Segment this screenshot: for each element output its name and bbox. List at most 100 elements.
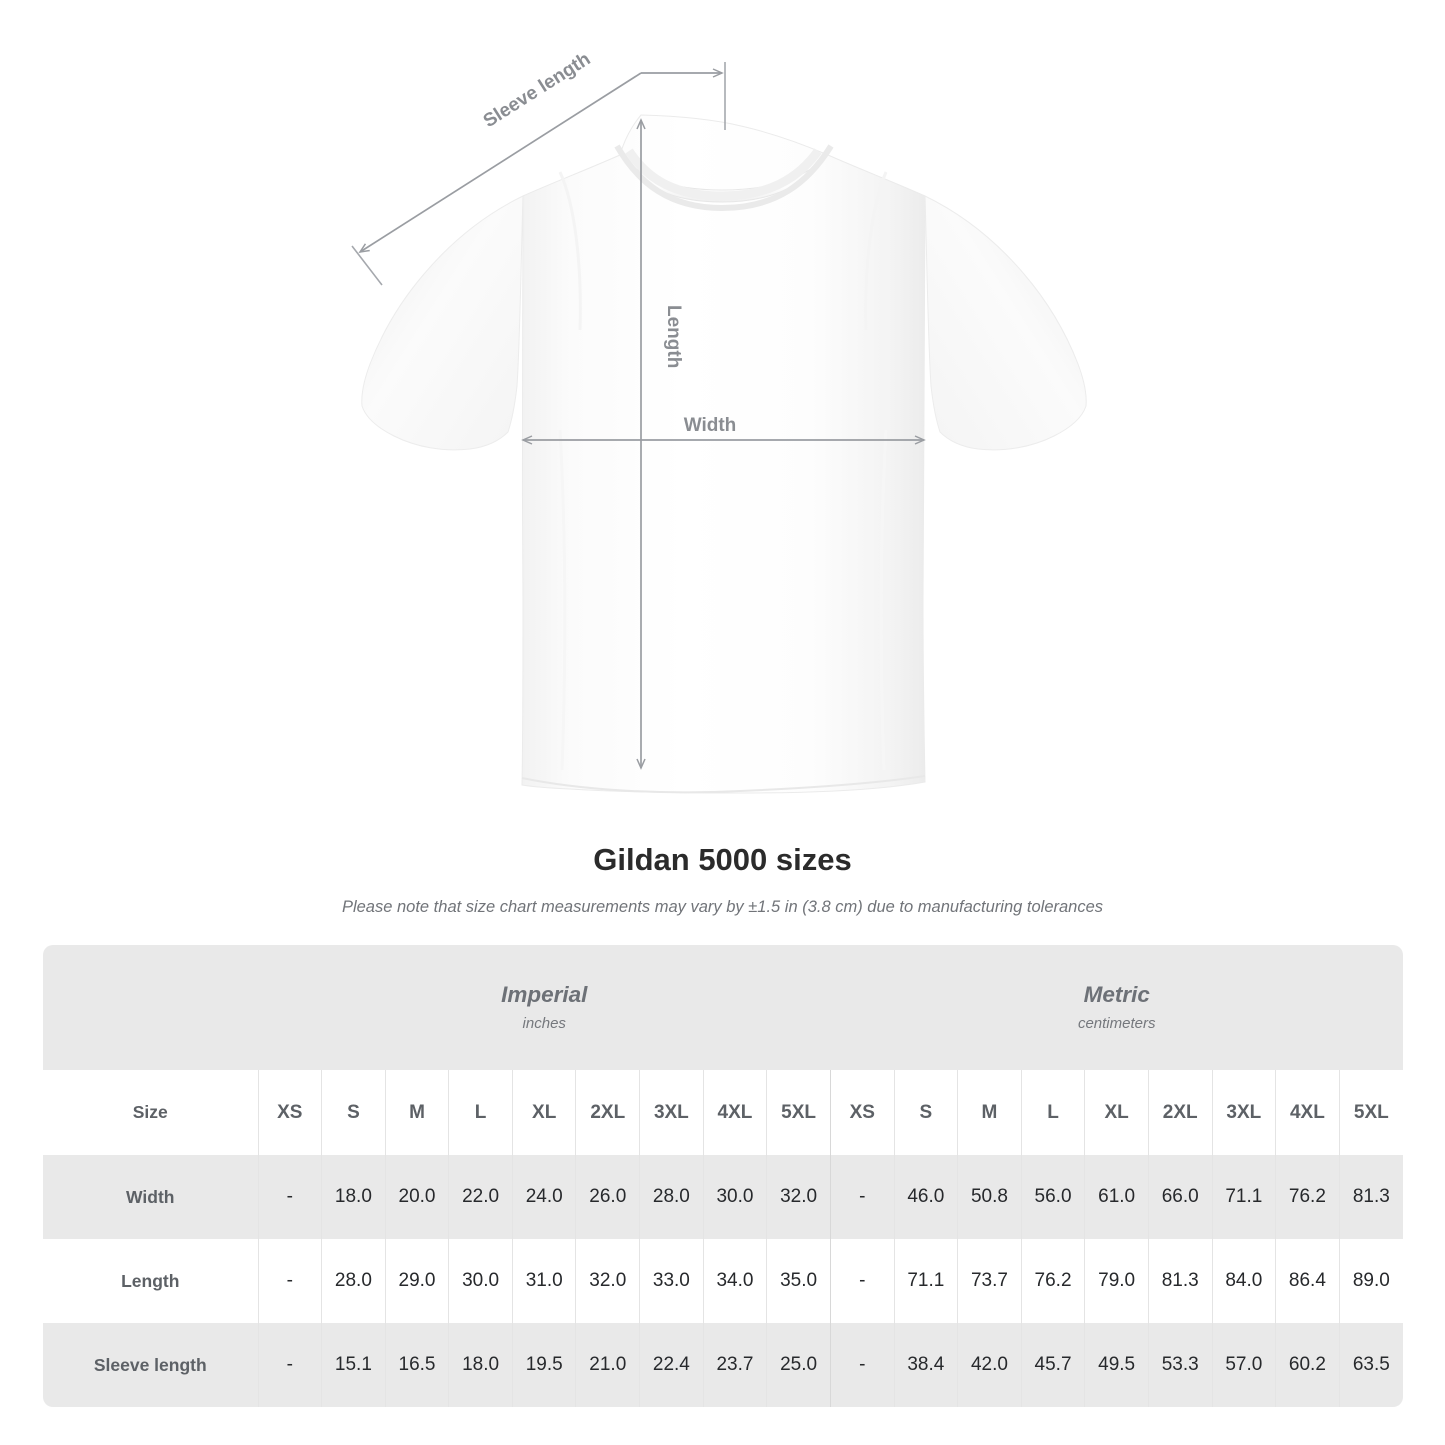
row-label-length: Length [43,1239,259,1323]
cell-length-imperial-m: 29.0 [384,1239,449,1323]
header-cell-metric-4xl: 4XL [1275,1070,1340,1155]
tshirt-measurement-diagram: Sleeve length Length Width [351,49,1087,794]
cell-sleeve-metric-2xl: 53.3 [1147,1323,1213,1407]
cell-width-imperial-s: 18.0 [321,1155,386,1239]
size-table: Imperial inches Metric centimeters Size … [43,945,1403,1407]
cell-length-imperial-2xl: 32.0 [575,1239,640,1323]
cell-width-metric-s: 46.0 [893,1155,958,1239]
header-cell-metric-2xl: 2XL [1147,1070,1213,1155]
table-row: Width - 18.0 20.0 22.0 24.0 26.0 28.0 30… [43,1155,1403,1239]
cell-length-metric-4xl: 86.4 [1275,1239,1340,1323]
hem-crease [521,775,926,794]
cell-sleeve-imperial-5xl: 25.0 [766,1323,831,1407]
header-cell-metric-xs: XS [829,1070,895,1155]
cell-sleeve-metric-xs: - [829,1323,895,1407]
cell-width-imperial-4xl: 30.0 [702,1155,767,1239]
cell-length-imperial-5xl: 35.0 [766,1239,831,1323]
table-row: Length - 28.0 29.0 30.0 31.0 32.0 33.0 3… [43,1239,1403,1323]
cell-width-metric-2xl: 66.0 [1147,1155,1213,1239]
cell-width-imperial-xl: 24.0 [511,1155,576,1239]
cell-sleeve-metric-s: 38.4 [893,1323,958,1407]
cell-length-imperial-xs: - [257,1239,322,1323]
header-cell-metric-5xl: 5XL [1338,1070,1403,1155]
cell-width-metric-3xl: 71.1 [1211,1155,1276,1239]
size-table-container: Imperial inches Metric centimeters Size … [43,945,1403,1407]
cell-length-imperial-3xl: 33.0 [639,1239,704,1323]
cell-length-metric-s: 71.1 [893,1239,958,1323]
cell-length-imperial-s: 28.0 [321,1239,386,1323]
tshirt-body [521,114,926,794]
collar-inner-shadow [625,148,822,201]
length-label: Length [663,305,684,368]
unit-metric-sub: centimeters [1077,1015,1156,1032]
header-cell-metric-m: M [957,1070,1022,1155]
sleeve-dim-diagonal [358,72,642,253]
cell-width-metric-m: 50.8 [957,1155,1022,1239]
cell-width-metric-xs: - [829,1155,895,1239]
chart-heading-block: Gildan 5000 sizes Please note that size … [0,840,1445,918]
cell-length-metric-5xl: 89.0 [1338,1239,1403,1323]
cell-length-imperial-xl: 31.0 [511,1239,576,1323]
left-sleeve [361,195,524,451]
cell-sleeve-imperial-3xl: 22.4 [639,1323,704,1407]
cell-length-metric-m: 73.7 [957,1239,1022,1323]
body-fold-right [879,429,888,771]
tolerance-note: Please note that size chart measurements… [341,898,1104,916]
cell-width-imperial-xs: - [257,1155,322,1239]
row-label-width: Width [43,1155,259,1239]
cell-width-imperial-5xl: 32.0 [766,1155,831,1239]
header-cell-imperial-xl: XL [511,1070,576,1155]
sleeve-length-label: Sleeve length [480,49,595,133]
cell-width-imperial-m: 20.0 [384,1155,449,1239]
cell-sleeve-metric-m: 42.0 [957,1323,1022,1407]
unit-imperial-name: Imperial [501,982,588,1007]
table-row: Sleeve length - 15.1 16.5 18.0 19.5 21.0… [43,1323,1403,1407]
tshirt-artwork [361,114,1087,794]
shoulder-fold-right [864,171,888,331]
cell-sleeve-imperial-xs: - [257,1323,322,1407]
cell-width-metric-xl: 61.0 [1084,1155,1149,1239]
cell-length-imperial-l: 30.0 [448,1239,513,1323]
unit-group-metric: Metric centimeters [830,945,1403,1070]
cell-sleeve-metric-xl: 49.5 [1084,1323,1149,1407]
header-cell-imperial-3xl: 3XL [639,1070,704,1155]
header-cell-imperial-l: L [448,1070,513,1155]
cell-width-imperial-l: 22.0 [448,1155,513,1239]
cell-width-metric-l: 56.0 [1020,1155,1085,1239]
cell-sleeve-metric-l: 45.7 [1020,1323,1085,1407]
unit-group-imperial: Imperial inches [258,945,831,1070]
header-cell-size: Size [43,1070,259,1155]
body-fold-left [558,429,567,771]
header-cell-imperial-m: M [384,1070,449,1155]
sleeve-end-tick [351,245,383,286]
header-cell-imperial-4xl: 4XL [702,1070,767,1155]
cell-sleeve-imperial-4xl: 23.7 [702,1323,767,1407]
header-cell-imperial-2xl: 2XL [575,1070,640,1155]
cell-width-imperial-3xl: 28.0 [639,1155,704,1239]
unit-imperial-sub: inches [522,1015,566,1032]
header-cell-metric-3xl: 3XL [1211,1070,1276,1155]
width-measurement: Width [521,415,926,445]
header-cell-metric-xl: XL [1084,1070,1149,1155]
cell-length-metric-3xl: 84.0 [1211,1239,1276,1323]
cell-sleeve-metric-5xl: 63.5 [1338,1323,1403,1407]
cell-sleeve-imperial-2xl: 21.0 [575,1323,640,1407]
right-sleeve [924,195,1087,451]
cell-sleeve-imperial-xl: 19.5 [511,1323,576,1407]
size-header-row: Size XS S M L XL 2XL 3XL 4XL 5XL XS S M … [43,1070,1403,1155]
tshirt-diagram-svg: Sleeve length Length Width [351,49,1087,794]
cell-width-metric-4xl: 76.2 [1275,1155,1340,1239]
cell-length-metric-2xl: 81.3 [1147,1239,1213,1323]
cell-length-imperial-4xl: 34.0 [702,1239,767,1323]
cell-sleeve-imperial-s: 15.1 [321,1323,386,1407]
cell-length-metric-xl: 79.0 [1084,1239,1149,1323]
header-cell-imperial-xs: XS [257,1070,322,1155]
shoulder-fold-left [558,171,582,331]
unit-metric-name: Metric [1083,982,1150,1007]
header-cell-metric-l: L [1020,1070,1085,1155]
cell-sleeve-imperial-m: 16.5 [384,1323,449,1407]
cell-sleeve-metric-3xl: 57.0 [1211,1323,1276,1407]
header-cell-imperial-5xl: 5XL [766,1070,831,1155]
header-cell-imperial-s: S [321,1070,386,1155]
